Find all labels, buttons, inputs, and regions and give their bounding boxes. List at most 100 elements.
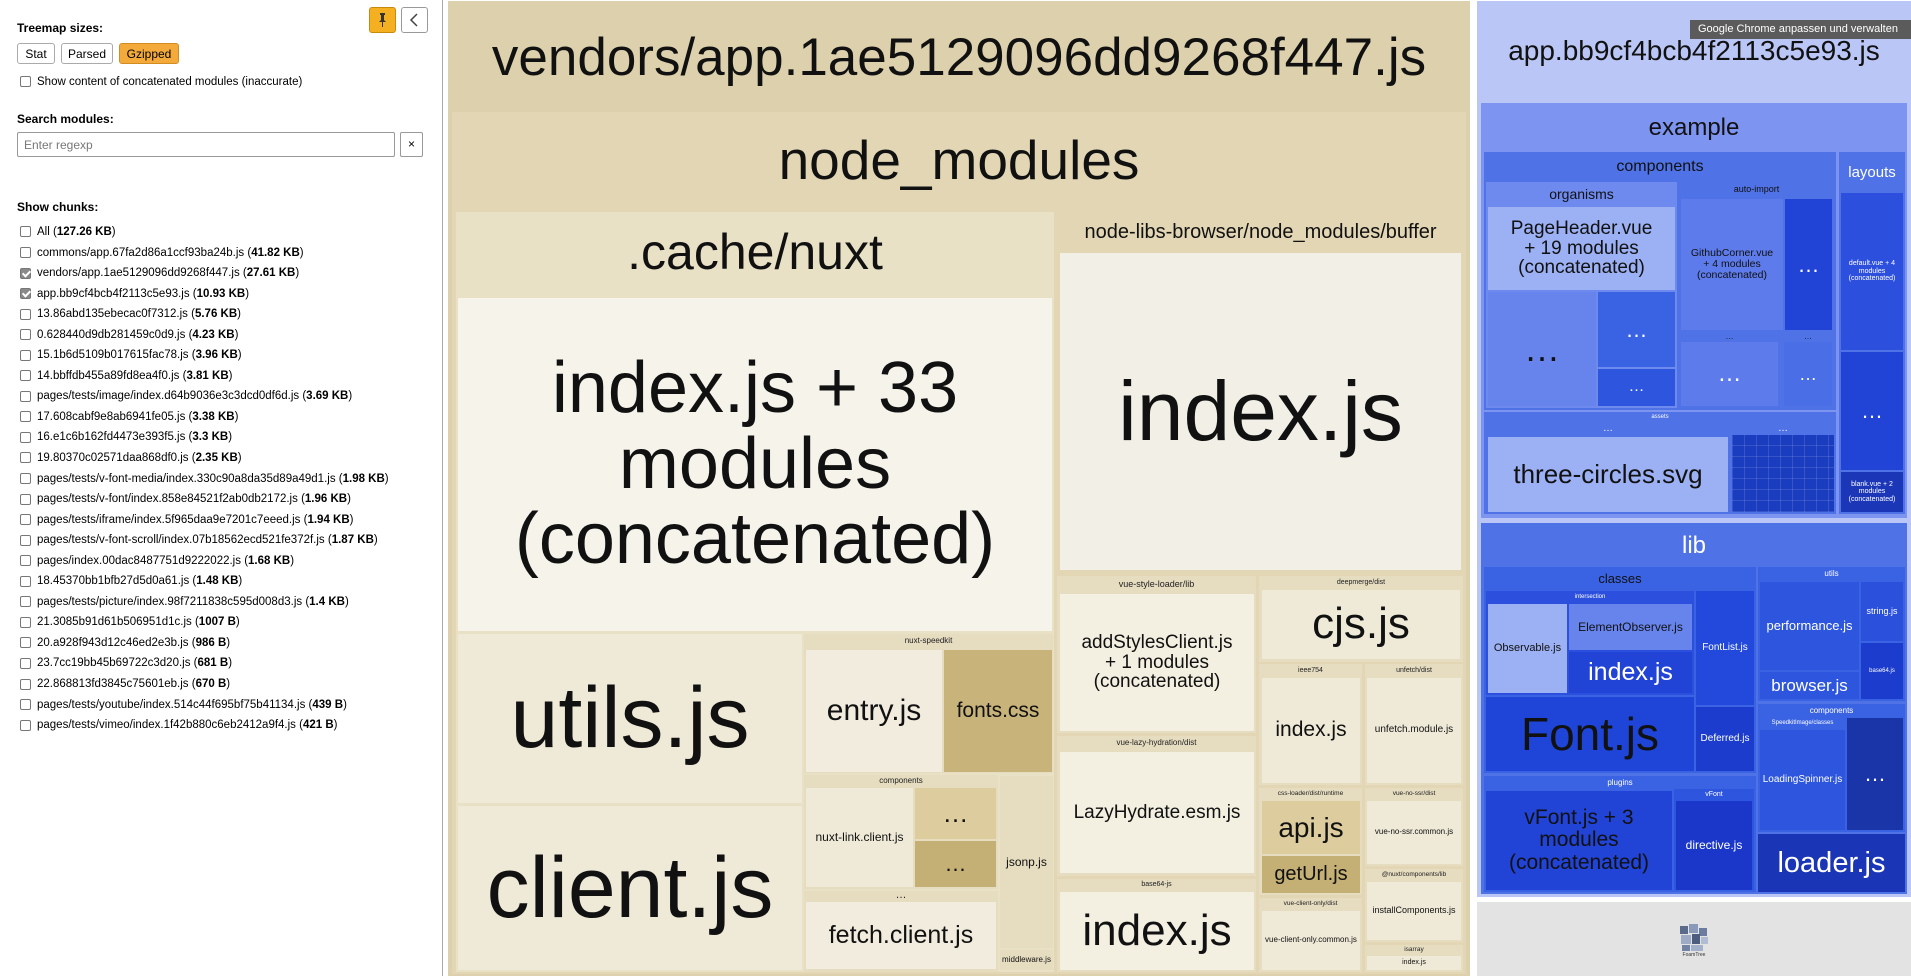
components-more-2[interactable]: … — [915, 841, 996, 887]
concat-index-module[interactable]: index.js + 33 modules (concatenated) — [458, 298, 1052, 631]
font-list-module[interactable]: FontList.js — [1696, 591, 1754, 705]
utils-module[interactable]: utils.js — [458, 634, 802, 803]
unfetch-module[interactable]: unfetch.module.js — [1367, 678, 1461, 783]
loading-spinner-module[interactable]: LoadingSpinner.js — [1760, 730, 1845, 830]
concat-checkbox[interactable] — [20, 76, 31, 88]
chunk-item[interactable]: pages/tests/vimeo/index.1f42b880c6eb2412… — [20, 715, 389, 736]
chunk-checkbox[interactable] — [20, 493, 31, 505]
nuxt-link-module[interactable]: nuxt-link.client.js — [806, 788, 913, 887]
size-gzipped-button[interactable]: Gzipped — [119, 43, 179, 64]
assets-small-grid[interactable] — [1732, 435, 1834, 512]
layouts-more[interactable]: … — [1841, 352, 1903, 470]
chunk-item[interactable]: pages/tests/v-font-scroll/index.07b18562… — [20, 530, 389, 551]
chunk-checkbox[interactable] — [20, 637, 31, 649]
chunk-item[interactable]: 16.e1c6b162fd4473e393f5.js (3.3 KB) — [20, 427, 389, 448]
chunk-item[interactable]: pages/tests/image/index.d64b9036e3c3dcd0… — [20, 386, 389, 407]
chunk-item[interactable]: 14.bbffdb455a89fd8ea4f0.js (3.81 KB) — [20, 366, 389, 387]
search-input[interactable] — [17, 132, 395, 157]
vue-client-only-module[interactable]: vue-client-only.common.js — [1262, 911, 1360, 970]
chunk-checkbox[interactable] — [20, 555, 31, 567]
page-header-module[interactable]: PageHeader.vue + 19 modules (concatenate… — [1488, 207, 1675, 290]
chunk-item[interactable]: 0.628440d9db281459c0d9.js (4.23 KB) — [20, 325, 389, 346]
api-module[interactable]: api.js — [1262, 801, 1360, 854]
chunk-item[interactable]: vendors/app.1ae5129096dd9268f447.js (27.… — [20, 263, 389, 284]
client-module[interactable]: client.js — [458, 806, 802, 970]
lazy-hydrate-module[interactable]: LazyHydrate.esm.js — [1060, 752, 1254, 873]
three-circles-module[interactable]: three-circles.svg — [1488, 437, 1728, 512]
chunk-item[interactable]: pages/tests/iframe/index.5f965daa9e7201c… — [20, 510, 389, 531]
chunk-item[interactable]: 22.868813fd3845c75601eb.js (670 B) — [20, 674, 389, 695]
base64-module[interactable]: base64.js — [1861, 643, 1903, 699]
chunk-checkbox[interactable] — [20, 534, 31, 546]
organisms-more-1[interactable]: … — [1488, 292, 1596, 406]
chunk-item[interactable]: 21.3085b91d61b506951d1c.js (1007 B) — [20, 612, 389, 633]
chunk-item[interactable]: 23.7cc19bb45b69722c3d20.js (681 B) — [20, 653, 389, 674]
auto-import-more[interactable]: … — [1785, 199, 1832, 330]
dots-block-2-module[interactable]: … — [1784, 342, 1832, 406]
chunk-checkbox[interactable] — [20, 267, 31, 279]
chunk-item[interactable]: pages/tests/picture/index.98f7211838c595… — [20, 592, 389, 613]
observable-module[interactable]: Observable.js — [1488, 604, 1567, 693]
chunk-checkbox[interactable] — [20, 329, 31, 341]
get-url-module[interactable]: getUrl.js — [1262, 856, 1360, 893]
chunk-checkbox[interactable] — [20, 390, 31, 402]
vue-no-ssr-module[interactable]: vue-no-ssr.common.js — [1367, 801, 1461, 864]
performance-module[interactable]: performance.js — [1760, 582, 1859, 670]
lib-index-module[interactable]: index.js — [1569, 652, 1692, 693]
concat-option[interactable]: Show content of concatenated modules (in… — [20, 76, 302, 88]
cjs-module[interactable]: cjs.js — [1262, 590, 1460, 659]
chunk-item[interactable]: pages/index.00dac8487751d9222022.js (1.6… — [20, 551, 389, 572]
fonts-css-module[interactable]: fonts.css — [944, 650, 1052, 772]
buffer-index-module[interactable]: index.js — [1060, 253, 1461, 570]
chunk-item[interactable]: 13.86abd135ebecac0f7312.js (5.76 KB) — [20, 304, 389, 325]
github-corner-module[interactable]: GithubCorner.vue + 4 modules (concatenat… — [1681, 199, 1783, 330]
install-components-module[interactable]: installComponents.js — [1367, 882, 1461, 940]
isarray-index-module[interactable]: index.js — [1367, 956, 1461, 970]
chunk-checkbox[interactable] — [20, 247, 31, 259]
chunk-checkbox[interactable] — [20, 308, 31, 320]
collapse-sidebar-button[interactable] — [401, 7, 428, 33]
default-vue-module[interactable]: default.vue + 4 modules (concatenated) — [1841, 193, 1903, 350]
loader-module[interactable]: loader.js — [1758, 834, 1905, 892]
directive-module[interactable]: directive.js — [1676, 801, 1752, 890]
chunk-checkbox[interactable] — [20, 575, 31, 587]
components-lib-more[interactable]: … — [1847, 718, 1903, 830]
chunk-item[interactable]: 15.1b6d5109b017615fac78.js (3.96 KB) — [20, 345, 389, 366]
components-more-1[interactable]: … — [915, 788, 996, 839]
chunk-checkbox[interactable] — [20, 699, 31, 711]
size-stat-button[interactable]: Stat — [17, 43, 55, 64]
chunk-item[interactable]: pages/tests/v-font-media/index.330c90a8d… — [20, 469, 389, 490]
font-module[interactable]: Font.js — [1486, 697, 1694, 771]
vfont-concat-module[interactable]: vFont.js + 3 modules (concatenated) — [1486, 791, 1672, 890]
chunk-item[interactable]: 20.a928f943d12c46ed2e3b.js (986 B) — [20, 633, 389, 654]
chunk-checkbox[interactable] — [20, 473, 31, 485]
organisms-more-3[interactable]: … — [1598, 369, 1675, 406]
element-observer-module[interactable]: ElementObserver.js — [1569, 604, 1692, 650]
add-styles-client-module[interactable]: addStylesClient.js + 1 modules (concaten… — [1060, 594, 1254, 731]
chunk-checkbox[interactable] — [20, 678, 31, 690]
chunk-checkbox[interactable] — [20, 349, 31, 361]
chunk-checkbox[interactable] — [20, 616, 31, 628]
chunk-checkbox[interactable] — [20, 657, 31, 669]
fetch-client-module[interactable]: fetch.client.js — [806, 902, 996, 969]
chunk-item[interactable]: app.bb9cf4bcb4f2113c5e93.js (10.93 KB) — [20, 284, 389, 305]
chunk-item[interactable]: 18.45370bb1bfb27d5d0a61.js (1.48 KB) — [20, 571, 389, 592]
chunk-checkbox[interactable] — [20, 226, 31, 238]
deferred-module[interactable]: Deferred.js — [1696, 707, 1754, 771]
blank-vue-module[interactable]: blank.vue + 2 modules (concatenated) — [1841, 472, 1903, 512]
chunk-checkbox[interactable] — [20, 370, 31, 382]
clear-search-button[interactable]: × — [400, 132, 423, 157]
jsonp-module[interactable]: jsonp.js — [1000, 776, 1053, 948]
organisms-more-2[interactable]: … — [1598, 292, 1675, 367]
base64-index-module[interactable]: index.js — [1060, 892, 1254, 970]
dots-block-1-module[interactable]: … — [1681, 342, 1778, 406]
chunk-checkbox[interactable] — [20, 288, 31, 300]
chunk-item[interactable]: All (127.26 KB) — [20, 222, 389, 243]
entry-module[interactable]: entry.js — [806, 650, 942, 772]
chunk-item[interactable]: pages/tests/youtube/index.514c44f695bf75… — [20, 695, 389, 716]
chunk-checkbox[interactable] — [20, 719, 31, 731]
pin-sidebar-button[interactable] — [369, 7, 396, 33]
chunk-item[interactable]: pages/tests/v-font/index.858e84521f2ab0d… — [20, 489, 389, 510]
chunk-checkbox[interactable] — [20, 431, 31, 443]
chunk-checkbox[interactable] — [20, 514, 31, 526]
